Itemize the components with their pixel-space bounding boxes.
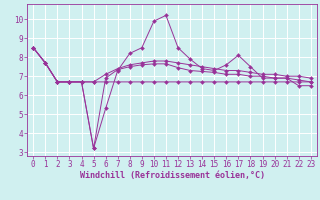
X-axis label: Windchill (Refroidissement éolien,°C): Windchill (Refroidissement éolien,°C)	[79, 171, 265, 180]
